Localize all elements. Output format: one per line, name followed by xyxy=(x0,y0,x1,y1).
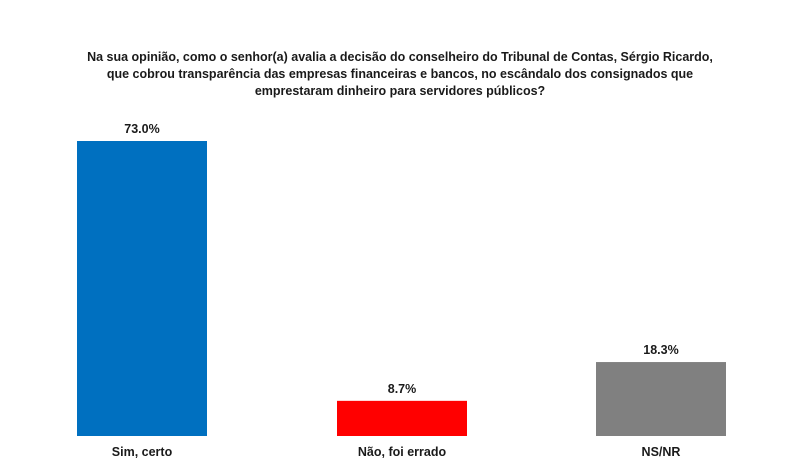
bar-1 xyxy=(77,141,207,436)
bar-3 xyxy=(596,362,726,436)
category-label-2: Não, foi errado xyxy=(358,445,447,459)
chart-title-line-1: Na sua opinião, como o senhor(a) avalia … xyxy=(87,50,713,64)
category-label-1: Sim, certo xyxy=(112,445,173,459)
chart-title: Na sua opinião, como o senhor(a) avalia … xyxy=(40,49,760,100)
bar-2 xyxy=(337,400,467,436)
chart-title-line-2: que cobrou transparência das empresas fi… xyxy=(106,67,694,81)
bar-value-label-1: 73.0% xyxy=(124,122,159,136)
chart-title-line-3: emprestaram dinheiro para servidores púb… xyxy=(254,84,546,98)
category-label-3: NS/NR xyxy=(642,445,681,459)
bar-value-label-3: 18.3% xyxy=(643,343,678,357)
bar-value-label-2: 8.7% xyxy=(388,382,417,396)
